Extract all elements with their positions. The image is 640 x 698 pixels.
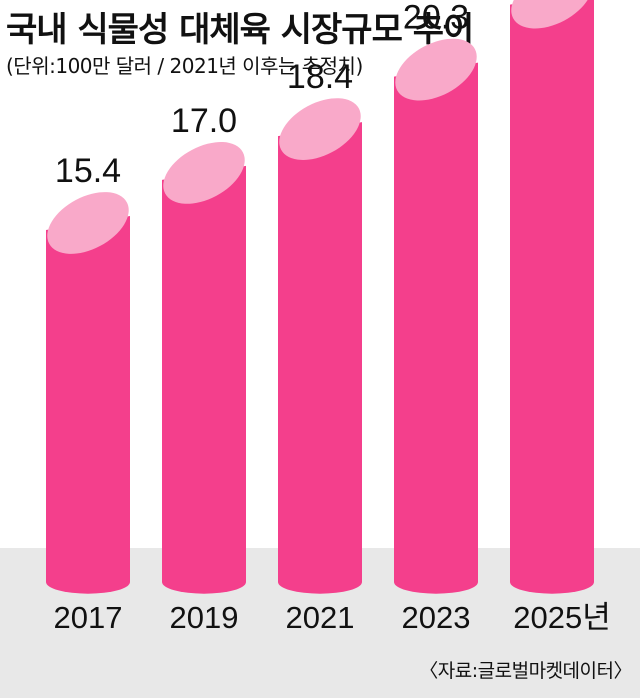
bar-chart: 15.4201717.0201918.4202120.3202322.62025…: [0, 0, 640, 698]
x-tick-2021: 2021: [286, 600, 355, 635]
value-label-2017: 15.4: [55, 152, 121, 190]
value-label-2019: 17.0: [171, 102, 237, 140]
x-tick-2017: 2017: [54, 600, 123, 635]
bar-2019: [162, 166, 246, 594]
bar-2021: [278, 122, 362, 594]
value-label-2023: 20.3: [403, 0, 469, 37]
source-note: 〈자료:글로벌마켓데이터〉: [419, 656, 632, 683]
value-label-2021: 18.4: [287, 58, 353, 96]
x-tick-2019: 2019: [170, 600, 239, 635]
x-tick-2025년: 2025년: [513, 600, 610, 635]
bar-2017: [46, 216, 130, 594]
bar-2023: [394, 63, 478, 594]
x-tick-2023: 2023: [402, 600, 471, 635]
bar-2025년: [510, 0, 594, 594]
